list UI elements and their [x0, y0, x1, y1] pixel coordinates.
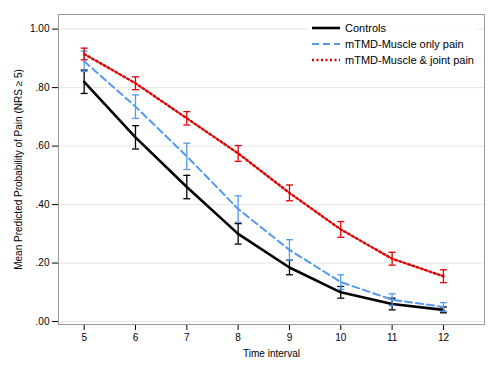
html-text:mTMD-Muscle & joint pain: mTMD-Muscle & joint pain — [345, 54, 474, 66]
svg-text:8: 8 — [235, 332, 241, 343]
svg-text:.00: .00 — [36, 316, 50, 327]
svg-text:6: 6 — [133, 332, 139, 343]
svg-text:Time interval: Time interval — [243, 348, 300, 359]
svg-text:Mean Predicted Probability of: Mean Predicted Probability of Pain (NRS … — [13, 69, 24, 270]
svg-text:.80: .80 — [36, 82, 50, 93]
svg-text:.60: .60 — [36, 140, 50, 151]
svg-text:12: 12 — [438, 332, 450, 343]
svg-text:.40: .40 — [36, 199, 50, 210]
svg-text:.20: .20 — [36, 257, 50, 268]
svg-text:10: 10 — [335, 332, 347, 343]
svg-text:1.00: 1.00 — [30, 23, 50, 34]
svg-text:5: 5 — [81, 332, 87, 343]
svg-text:9: 9 — [287, 332, 293, 343]
svg-text:7: 7 — [184, 332, 190, 343]
svg-text:11: 11 — [387, 332, 398, 343]
html-text:Controls: Controls — [345, 22, 386, 34]
html-text:mTMD-Muscle only pain: mTMD-Muscle only pain — [345, 38, 464, 50]
